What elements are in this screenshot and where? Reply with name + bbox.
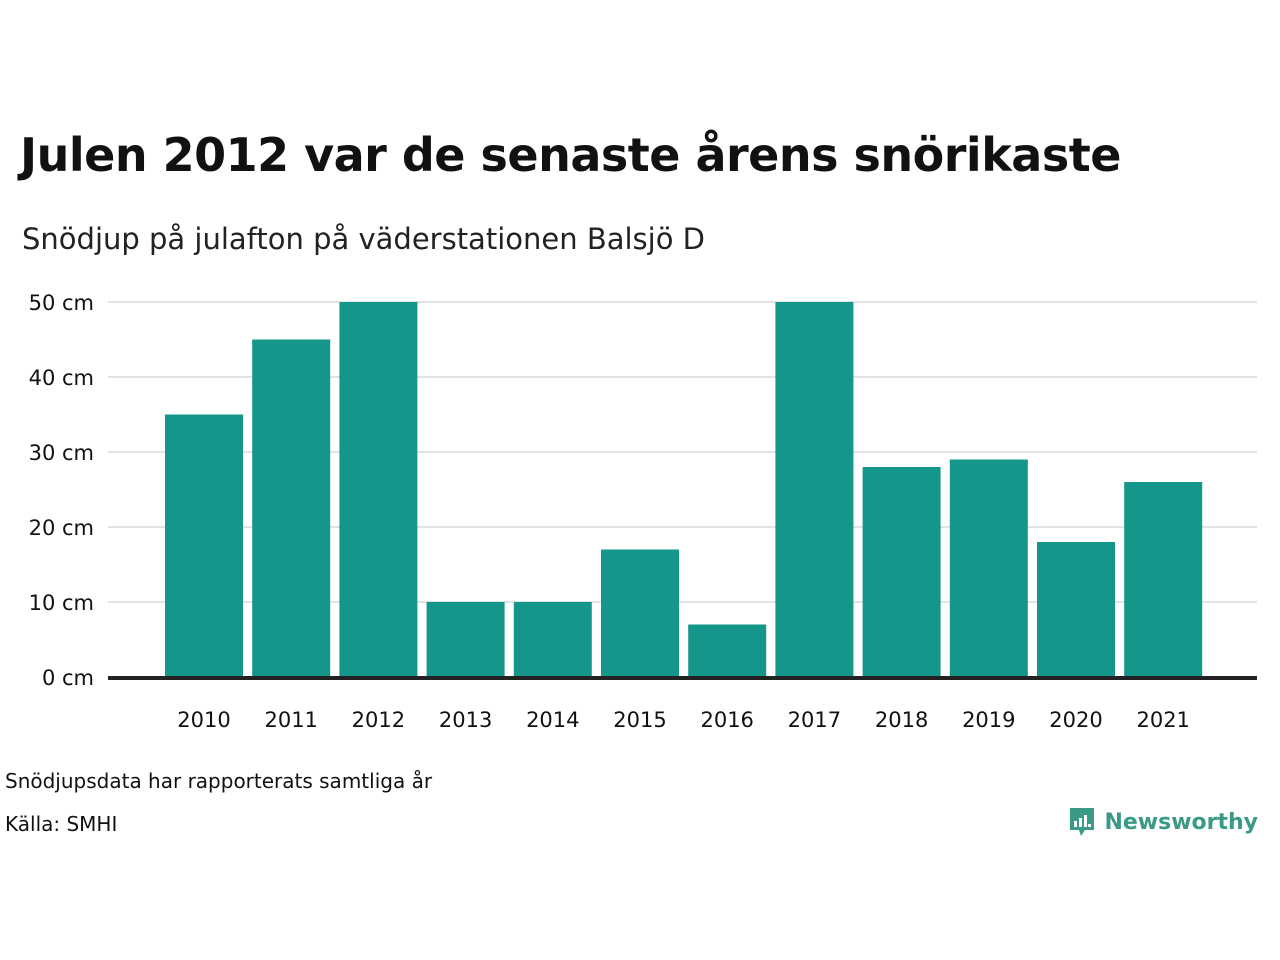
y-tick-label: 50 cm (29, 291, 94, 315)
y-axis-ticks: 0 cm 10 cm 20 cm 30 cm 40 cm 50 cm (29, 291, 94, 690)
bar-2013 (426, 602, 505, 677)
x-tick-label: 2019 (962, 708, 1015, 732)
bar-2015 (601, 549, 679, 677)
x-axis-ticks: 2010 2011 2012 2013 2014 2015 2016 2017 2018 2019… (177, 708, 1190, 732)
bar-2012 (339, 302, 418, 677)
bar-2018 (862, 467, 941, 677)
x-tick-label: 2018 (875, 708, 928, 732)
y-tick-label: 20 cm (29, 516, 94, 540)
x-tick-label: 2012 (352, 708, 405, 732)
x-tick-label: 2013 (439, 708, 492, 732)
x-tick-label: 2021 (1136, 708, 1189, 732)
y-tick-label: 0 cm (42, 666, 94, 690)
bar-2021 (1124, 482, 1203, 677)
x-tick-label: 2020 (1049, 708, 1102, 732)
y-tick-label: 30 cm (29, 441, 94, 465)
bar-2014 (513, 602, 592, 677)
bar-2017 (775, 302, 854, 677)
y-tick-label: 40 cm (29, 366, 94, 390)
source-credit: Källa: SMHI (5, 812, 118, 836)
x-tick-label: 2017 (788, 708, 841, 732)
bar-2019 (949, 459, 1028, 677)
x-tick-label: 2010 (177, 708, 230, 732)
bar-2010 (165, 414, 243, 677)
bar-2016 (688, 624, 767, 677)
x-tick-label: 2014 (526, 708, 579, 732)
newsworthy-logo-icon (1070, 808, 1095, 836)
brand-name: Newsworthy (1104, 809, 1258, 835)
bar-2020 (1037, 542, 1115, 677)
chart-subtitle: Snödjup på julafton på väderstationen Ba… (22, 222, 706, 256)
footnote: Snödjupsdata har rapporterats samtliga å… (5, 769, 433, 793)
x-tick-label: 2015 (613, 708, 666, 732)
brand-logo: Newsworthy (1068, 806, 1258, 838)
chart-title: Julen 2012 var de senaste årens snörikas… (20, 128, 1121, 182)
y-tick-label: 10 cm (29, 591, 94, 615)
bar-2011 (252, 339, 331, 677)
x-tick-label: 2016 (700, 708, 753, 732)
x-tick-label: 2011 (264, 708, 317, 732)
bars (165, 302, 1203, 677)
